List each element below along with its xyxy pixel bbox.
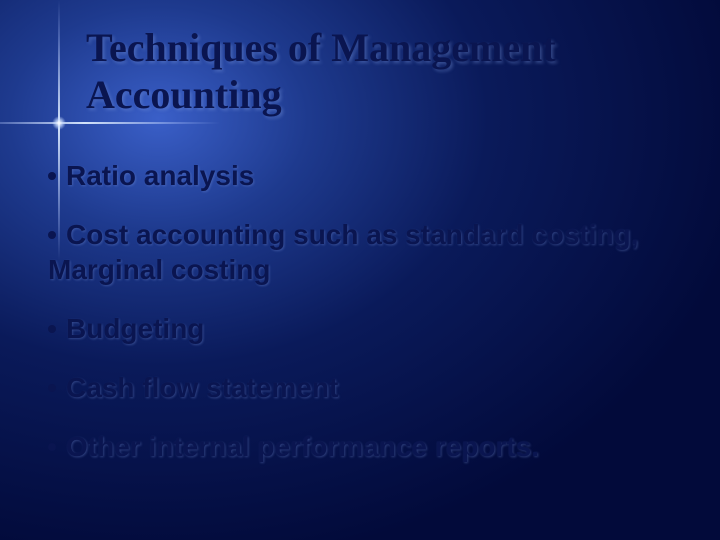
sparkle-core [52,116,66,130]
sparkle-horizontal [0,122,220,124]
bullet-text: Budgeting [66,313,204,344]
bullet-dot-icon [48,384,56,392]
bullet-item: Other internal performance reports. [48,429,672,464]
bullet-text: Ratio analysis [66,160,254,191]
bullet-item: Cost accounting such as standard costing… [48,217,672,287]
bullet-text: Cost accounting such as standard costing… [48,219,639,285]
bullet-text: Cash flow statement [66,372,338,403]
slide-title: Techniques of Management Accounting [86,24,680,118]
bullet-dot-icon [48,325,56,333]
bullet-dot-icon [48,172,56,180]
bullet-dot-icon [48,443,56,451]
slide-content: Ratio analysis Cost accounting such as s… [48,158,672,488]
bullet-item: Ratio analysis [48,158,672,193]
bullet-item: Budgeting [48,311,672,346]
bullet-text: Other internal performance reports. [66,431,539,462]
bullet-dot-icon [48,231,56,239]
bullet-item: Cash flow statement [48,370,672,405]
